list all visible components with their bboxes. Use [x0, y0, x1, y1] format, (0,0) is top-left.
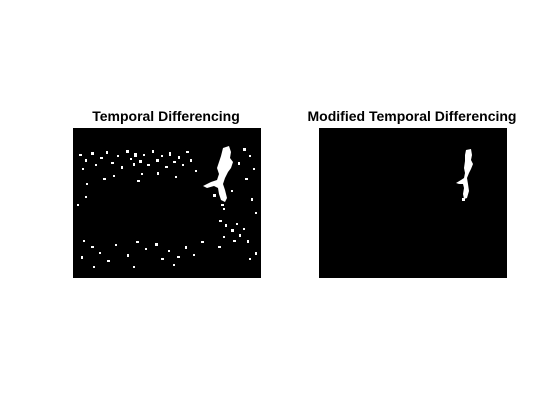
moving-object-silhouette [456, 149, 473, 201]
noise-speckles [77, 148, 257, 268]
temporal-differencing-mask [77, 146, 257, 268]
modified-temporal-differencing-image [319, 128, 507, 278]
temporal-differencing-image [73, 128, 261, 278]
panel-title-temporal-differencing: Temporal Differencing [92, 108, 240, 124]
modified-temporal-differencing-mask [456, 149, 473, 201]
panel-title-modified-temporal-differencing: Modified Temporal Differencing [307, 108, 517, 124]
moving-object-silhouette [203, 146, 233, 206]
